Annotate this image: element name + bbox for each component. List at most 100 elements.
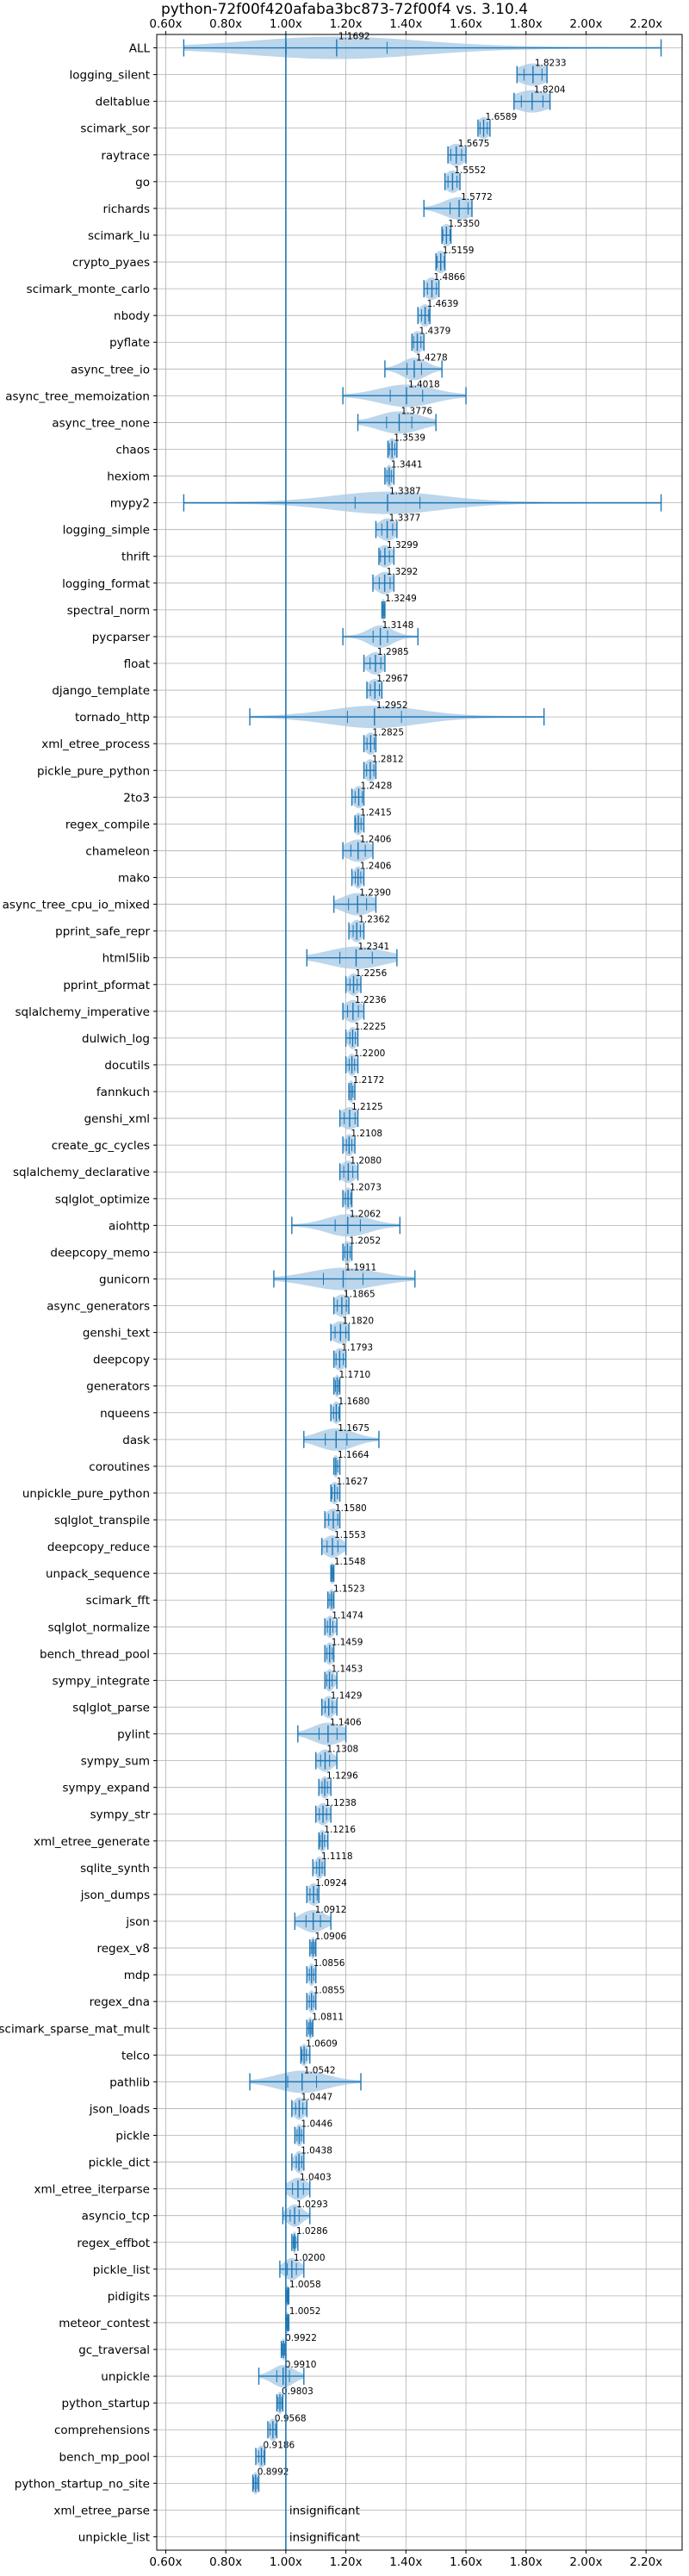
benchmark-label: spectral_norm	[67, 604, 150, 618]
benchmark-label: sympy_sum	[81, 1755, 150, 1769]
benchmark-label: regex_effbot	[77, 2237, 150, 2250]
benchmark-label: thrift	[121, 551, 150, 564]
median-value-label: 1.4379	[419, 326, 451, 336]
x-tick-label-top: 1.80x	[510, 17, 543, 31]
median-value-label: 1.0912	[315, 1905, 347, 1915]
median-value-label: 1.2108	[351, 1129, 382, 1139]
benchmark-label: json	[125, 1915, 150, 1929]
benchmark-label: pickle	[115, 2130, 150, 2144]
median-value-label: 0.9910	[285, 2360, 317, 2370]
median-value-label: 1.1865	[344, 1290, 376, 1300]
median-value-label: 1.4018	[408, 379, 440, 389]
median-value-label: 1.2406	[360, 862, 392, 872]
median-value-label: 1.0446	[301, 2119, 332, 2130]
benchmark-label: logging_simple	[63, 524, 150, 538]
median-value-label: 1.3539	[394, 433, 425, 444]
median-value-label: 1.2406	[360, 835, 392, 845]
benchmark-label: sqlglot_transpile	[54, 1514, 150, 1528]
benchmark-label: async_tree_cpu_io_mixed	[3, 899, 150, 912]
benchmark-label: json_loads	[89, 2102, 150, 2116]
median-value-label: 1.2225	[354, 1022, 386, 1032]
benchmark-label: unpickle_list	[78, 2530, 150, 2544]
benchmark-label: genshi_text	[83, 1327, 150, 1341]
median-value-label: 1.2415	[360, 807, 392, 818]
median-value-label: 1.1429	[331, 1691, 363, 1702]
median-value-label: 0.9568	[275, 2413, 307, 2424]
median-value-label: 1.2080	[350, 1155, 382, 1166]
median-value-label: 0.8992	[258, 2467, 289, 2477]
median-value-label: 1.1820	[342, 1316, 374, 1327]
benchmark-label: pickle_list	[93, 2263, 150, 2277]
median-value-label: 1.1553	[334, 1530, 366, 1540]
benchmark-label: meteor_contest	[59, 2317, 150, 2330]
benchmark-label: async_generators	[47, 1300, 150, 1314]
benchmark-label: async_tree_none	[52, 416, 150, 430]
benchmark-label: pyflate	[109, 336, 150, 350]
benchmark-label: bench_thread_pool	[40, 1647, 150, 1661]
benchmark-label: sqlalchemy_imperative	[16, 1005, 151, 1019]
benchmark-label: deepcopy_reduce	[47, 1540, 150, 1554]
x-tick-label-bottom: 1.60x	[450, 2555, 482, 2569]
benchmark-label: telco	[121, 2049, 150, 2063]
median-value-label: 1.3441	[391, 460, 423, 470]
benchmark-label: deepcopy	[93, 1353, 150, 1367]
benchmark-label: sqlglot_optimize	[55, 1192, 150, 1206]
median-value-label: 1.2428	[361, 781, 393, 791]
median-value-label: 1.8233	[535, 59, 567, 69]
benchmark-label: aiohttp	[109, 1219, 150, 1233]
median-value-label: 1.2073	[350, 1182, 382, 1192]
x-tick-label-bottom: 0.60x	[149, 2555, 182, 2569]
median-value-label: 1.1453	[332, 1664, 363, 1674]
median-value-label: 1.0856	[313, 1958, 345, 1969]
benchmark-label: scimark_monte_carlo	[27, 283, 150, 296]
median-value-label: 1.2125	[351, 1102, 383, 1112]
median-value-label: 1.2052	[349, 1235, 381, 1246]
benchmark-label: pycparser	[92, 631, 151, 644]
median-value-label: 1.4639	[427, 299, 459, 309]
benchmark-label: async_tree_memoization	[5, 389, 150, 403]
median-value-label: 1.1680	[338, 1397, 369, 1407]
benchmark-label: crypto_pyaes	[72, 256, 150, 270]
benchmark-label: mako	[118, 872, 150, 886]
benchmark-label: sympy_expand	[62, 1782, 150, 1795]
benchmark-label: pprint_safe_repr	[55, 925, 150, 939]
median-value-label: 1.1548	[334, 1557, 366, 1567]
x-tick-label-bottom: 1.80x	[510, 2555, 543, 2569]
median-value-label: 1.0855	[313, 1985, 345, 1995]
x-tick-label-top: 0.80x	[209, 17, 242, 31]
benchmark-label: json_dumps	[80, 1888, 150, 1902]
median-value-label: 1.5675	[458, 139, 490, 149]
violin-series: 1.1692 1.8233 1.8204 1.6589 1.5675 1.5552 1.57…	[183, 32, 662, 2544]
benchmark-label: async_tree_io	[71, 363, 150, 376]
benchmark-label: mypy2	[110, 497, 150, 511]
median-value-label: 1.0052	[289, 2306, 321, 2317]
median-value-label: 1.0924	[315, 1878, 347, 1888]
plot-frame	[156, 34, 683, 2551]
benchmark-label: docutils	[104, 1059, 150, 1073]
benchmark-label: dask	[122, 1434, 150, 1447]
benchmark-label: logging_format	[62, 577, 150, 591]
bottom-axis-ticks: 0.60x 0.80x 1.00x 1.20x 1.40x 1.60x 1.80x 2.00x…	[149, 2550, 662, 2569]
benchmark-label: python_startup	[61, 2397, 150, 2411]
median-value-label: 1.2390	[359, 888, 391, 899]
median-value-label: 1.2967	[376, 674, 408, 684]
chart-title: python-72f00f420afaba3bc873-72f00f4 vs. …	[161, 1, 528, 18]
median-value-label: 1.1459	[332, 1637, 363, 1647]
benchmark-label: bench_mp_pool	[59, 2450, 150, 2464]
benchmark-label: deltablue	[96, 96, 150, 109]
benchmark-label: raytrace	[101, 149, 150, 163]
median-value-label: 1.0403	[300, 2173, 332, 2183]
median-value-label: 1.1523	[333, 1584, 365, 1594]
benchmark-label: html5lib	[102, 952, 150, 966]
x-tick-label-bottom: 2.20x	[630, 2555, 662, 2569]
median-value-label: 1.2236	[355, 995, 387, 1005]
grid-layer	[157, 34, 682, 2550]
benchmark-label: pprint_pformat	[63, 979, 150, 992]
benchmark-label: generators	[86, 1380, 150, 1394]
benchmark-label: scimark_lu	[88, 229, 150, 243]
median-value-label: 1.0447	[301, 2093, 332, 2103]
benchmark-label: ALL	[129, 42, 151, 56]
benchmark-label: 2to3	[123, 791, 150, 805]
benchmark-label: float	[124, 657, 150, 671]
